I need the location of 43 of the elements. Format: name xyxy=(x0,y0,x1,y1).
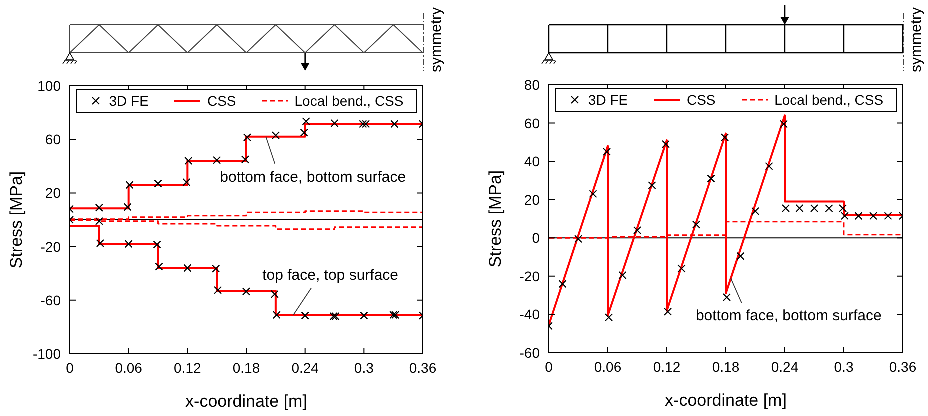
x-tick-label: 0.18 xyxy=(232,360,260,376)
x-tick-label: 0.12 xyxy=(174,360,202,376)
y-tick-label: 80 xyxy=(524,76,540,93)
x-tick-label: 0.06 xyxy=(594,358,622,375)
legend-label: 3D FE xyxy=(588,92,628,108)
legend-label: CSS xyxy=(686,92,716,108)
legend-label: CSS xyxy=(207,93,236,109)
annotation: top face, top surface xyxy=(262,266,399,284)
x-tick-label: 0.3 xyxy=(834,358,854,375)
x-tick-label: 0.12 xyxy=(653,358,681,375)
y-axis-title: Stress [MPa] xyxy=(486,170,504,268)
y-tick-label: 60 xyxy=(45,132,62,148)
x-tick-label: 0.18 xyxy=(712,358,740,375)
legend-label: Local bend., CSS xyxy=(294,93,404,109)
y-tick-label: -20 xyxy=(520,268,540,284)
y-tick-label: 100 xyxy=(38,78,62,94)
y-tick-label: -60 xyxy=(40,292,62,308)
legend-label: 3D FE xyxy=(109,93,149,109)
y-tick-label: 0 xyxy=(532,230,540,246)
y-tick-label: 20 xyxy=(524,192,540,208)
x-tick-label: 0 xyxy=(66,360,74,376)
x-tick-label: 0.3 xyxy=(354,360,374,376)
x-tick-label: 0.24 xyxy=(771,358,799,375)
y-axis-title: Stress [MPa] xyxy=(6,171,26,269)
x-tick-label: 0.36 xyxy=(889,358,917,375)
text: symmetry xyxy=(428,7,444,72)
y-tick-label: 20 xyxy=(45,185,62,202)
annotation: bottom face, bottom surface xyxy=(696,306,882,324)
y-tick-label: 60 xyxy=(524,115,540,132)
x-axis-title: x-coordinate [m] xyxy=(665,391,787,410)
x-tick-label: 0 xyxy=(545,358,554,375)
x-tick-label: 0.36 xyxy=(409,360,437,376)
y-tick-label: -40 xyxy=(520,306,540,323)
annotation: bottom face, bottom surface xyxy=(220,168,406,186)
x-axis-title: x-coordinate [m] xyxy=(186,392,308,411)
y-tick-label: -20 xyxy=(40,238,62,255)
y-tick-label: -100 xyxy=(32,346,62,362)
text: symmetry xyxy=(908,7,924,72)
legend-label: Local bend., CSS xyxy=(774,92,884,108)
y-tick-label: 40 xyxy=(524,154,540,170)
y-tick-label: -60 xyxy=(520,344,540,361)
x-tick-label: 0.06 xyxy=(115,360,143,376)
x-tick-label: 0.24 xyxy=(292,360,320,376)
